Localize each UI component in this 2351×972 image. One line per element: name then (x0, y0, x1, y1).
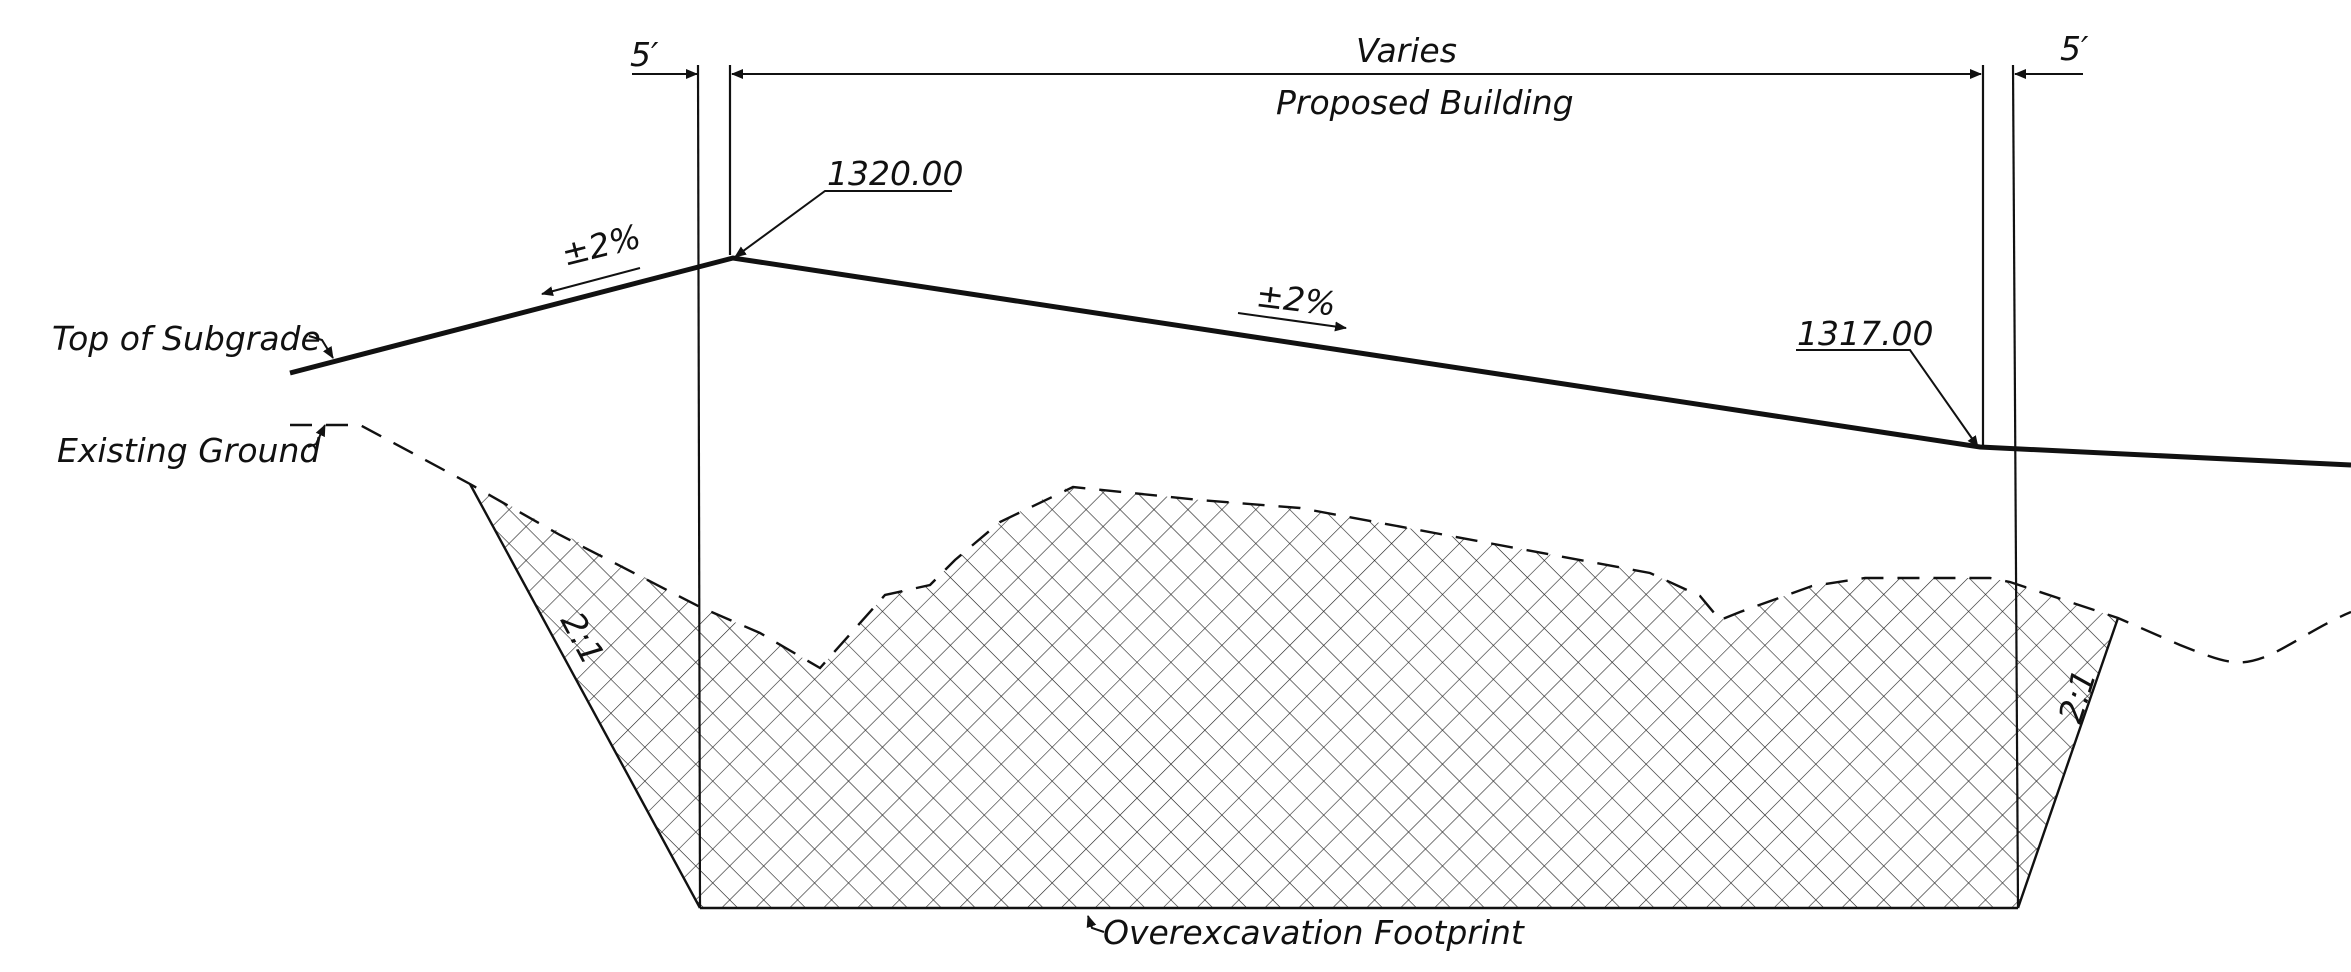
high-elev-leader (734, 190, 952, 258)
subgrade-leader (308, 335, 334, 359)
right-offset-label: 5′ (2060, 29, 2089, 68)
ground-leader (307, 424, 326, 448)
drawing-labels: 5′ 5′ Varies Proposed Building 1320.00 1… (52, 29, 2104, 952)
building-limit-lines (696, 64, 2020, 909)
existing-ground-line (290, 423, 2351, 670)
left-offset-label: 5′ (630, 35, 659, 74)
footprint-leader (1086, 915, 1105, 933)
right-slope-arrow (1237, 312, 1347, 332)
pit-outline (468, 483, 2120, 910)
left-side-slope-line (468, 483, 702, 909)
left-slope-arrow (541, 267, 641, 297)
right-side-slope-line (2016, 617, 2120, 909)
right-slope-label: ±2% (1254, 275, 1338, 323)
low-elev-leader (1796, 349, 1979, 448)
low-elevation-label: 1317.00 (1797, 314, 1933, 353)
left-slope-label: ±2% (558, 217, 645, 274)
leaders (307, 190, 1979, 933)
top-of-subgrade-label: Top of Subgrade (52, 319, 321, 358)
width-dimension-label: Varies (1356, 31, 1457, 70)
right-offset-line (2011, 64, 2020, 909)
footprint-label: Overexcavation Footprint (1103, 913, 1525, 952)
building-label: Proposed Building (1276, 83, 1574, 122)
overexcavation-hatch (470, 484, 2118, 908)
top-of-subgrade-line (289, 255, 2351, 468)
existing-ground-label: Existing Ground (57, 431, 321, 470)
dimension-arrows (541, 69, 2083, 332)
high-elevation-label: 1320.00 (827, 154, 963, 193)
left-offset-line (696, 64, 702, 909)
